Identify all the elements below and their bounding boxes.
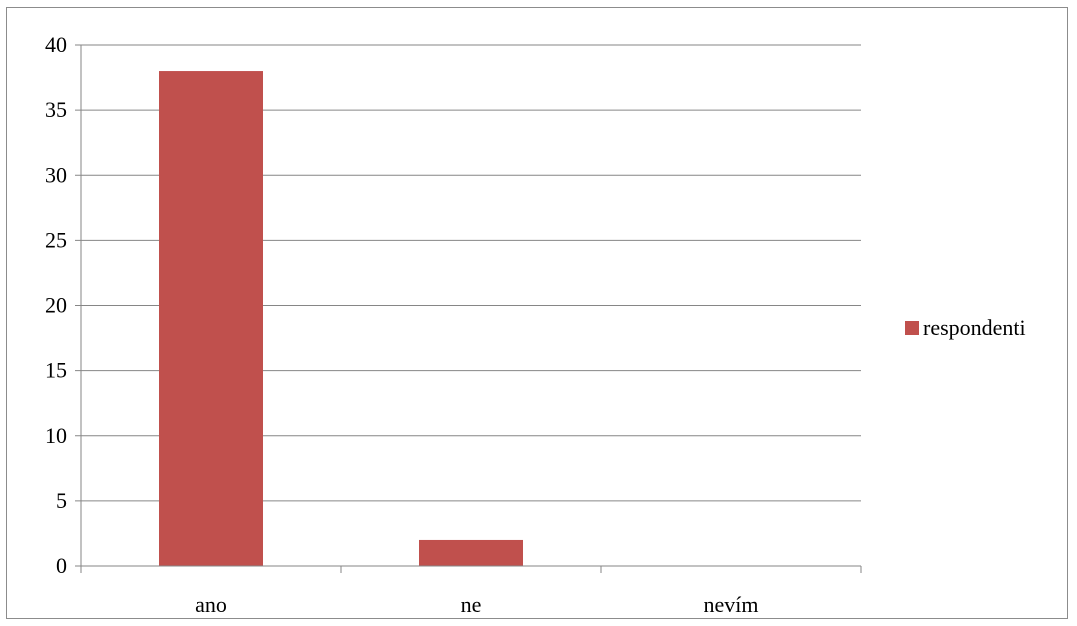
bars xyxy=(159,71,523,567)
x-tick-label: ano xyxy=(195,592,227,617)
y-tick-label: 15 xyxy=(45,358,67,383)
y-tick-label: 25 xyxy=(45,227,67,252)
y-tick-label: 0 xyxy=(56,553,67,578)
x-tick-label: nevím xyxy=(704,592,759,617)
bar-ano xyxy=(159,71,263,567)
y-tick-label: 5 xyxy=(56,488,67,513)
x-tick-labels: ano ne nevím xyxy=(195,592,758,617)
legend-swatch xyxy=(905,321,919,335)
bar-ne xyxy=(419,539,523,566)
y-tick-label: 10 xyxy=(45,423,67,448)
legend: respondenti xyxy=(905,315,1026,341)
legend-label: respondenti xyxy=(923,315,1026,340)
y-tick-labels: 0 5 10 15 20 25 30 35 40 xyxy=(45,32,67,578)
y-tick-label: 40 xyxy=(45,32,67,57)
x-tick-label: ne xyxy=(461,592,482,617)
axes xyxy=(75,44,862,573)
y-tick-label: 35 xyxy=(45,97,67,122)
y-tick-label: 20 xyxy=(45,293,67,318)
y-tick-label: 30 xyxy=(45,162,67,187)
